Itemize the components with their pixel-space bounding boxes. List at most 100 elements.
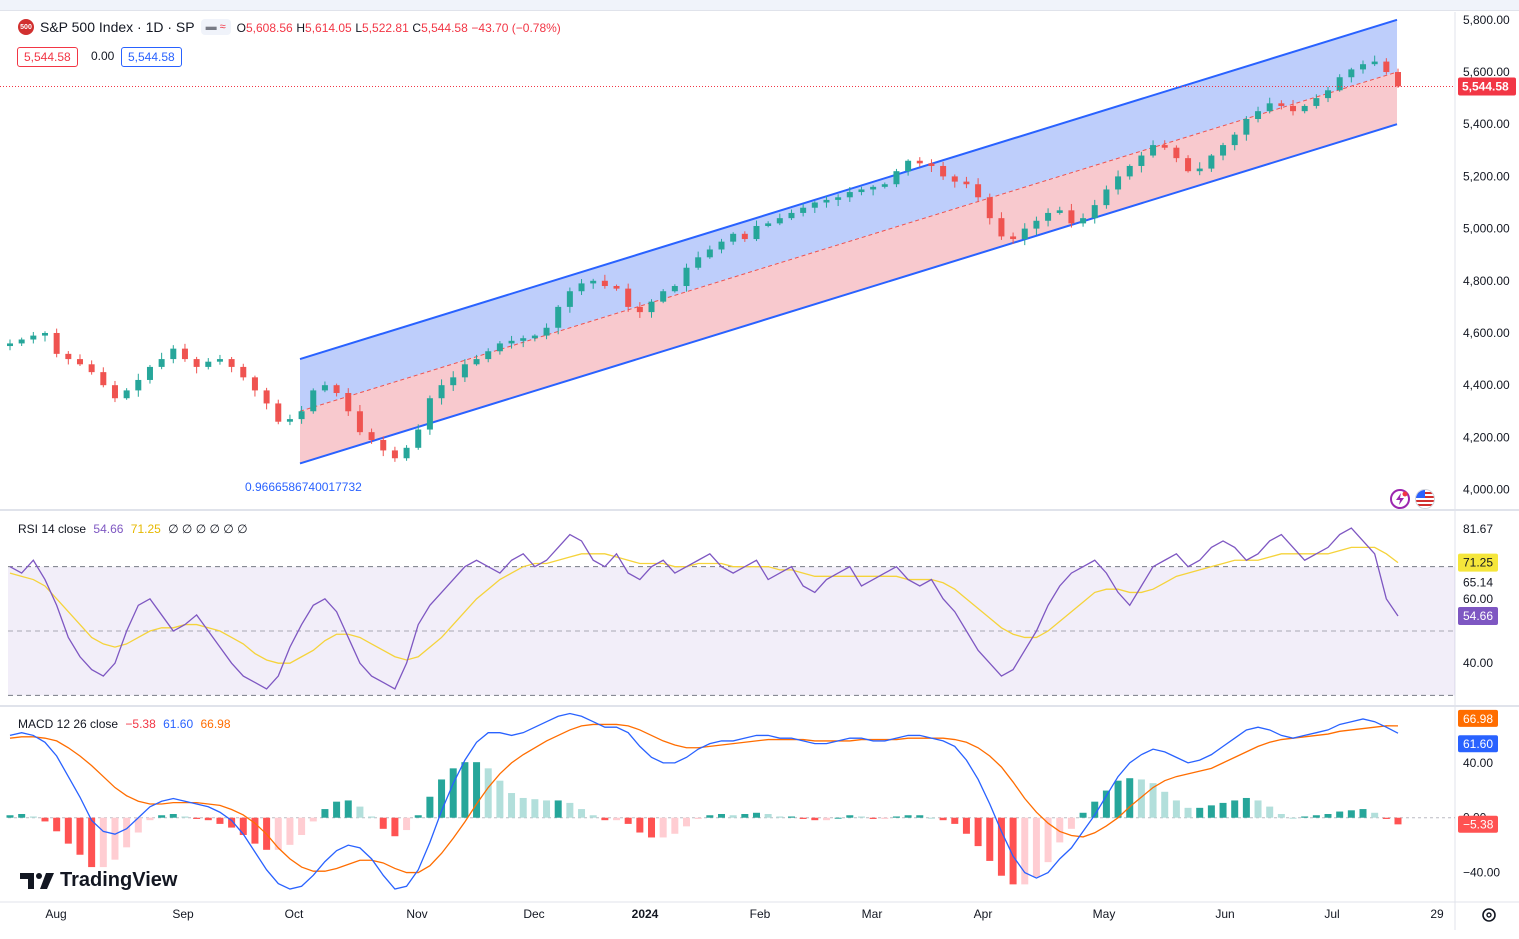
symbol-legend[interactable]: 500 S&P 500 Index · 1D · SP ▬ ≈ O5,608.56… bbox=[18, 19, 561, 35]
macd-histogram-bar bbox=[1161, 791, 1169, 818]
macd-histogram-bar bbox=[1114, 780, 1122, 818]
candle bbox=[963, 176, 970, 189]
candle-body bbox=[193, 359, 200, 367]
channel-lower-fill bbox=[300, 72, 1397, 464]
candle-body bbox=[146, 366, 153, 380]
rsi-title: RSI 14 close bbox=[18, 522, 87, 536]
candle-body bbox=[1068, 210, 1075, 224]
macd-legend[interactable]: MACD 12 26 close −5.38 61.60 66.98 bbox=[18, 717, 231, 731]
candle bbox=[648, 299, 655, 318]
candle-body bbox=[578, 283, 585, 292]
channel-lower-line bbox=[299, 123, 1398, 465]
macd-histogram-bar bbox=[927, 817, 935, 819]
macd-histogram-bar bbox=[204, 817, 212, 821]
candle-body bbox=[543, 327, 550, 336]
rsi-legend[interactable]: RSI 14 close 54.66 71.25 ∅ ∅ ∅ ∅ ∅ ∅ bbox=[18, 522, 248, 536]
candle-body bbox=[1336, 77, 1343, 91]
candle-body bbox=[1196, 168, 1203, 172]
macd-tick-label: 40.00 bbox=[1463, 756, 1493, 770]
macd-histogram-bar bbox=[239, 817, 247, 835]
candle-body bbox=[1325, 90, 1332, 99]
candle-body bbox=[438, 385, 445, 399]
candle-body bbox=[1360, 64, 1367, 70]
candle-body bbox=[1045, 212, 1052, 221]
candle-body bbox=[321, 385, 328, 391]
candle bbox=[520, 335, 527, 348]
candle-body bbox=[1150, 145, 1157, 156]
candle bbox=[741, 231, 748, 242]
candle-body bbox=[415, 429, 422, 448]
macd-histogram-bar bbox=[1021, 817, 1029, 885]
symbol-title[interactable]: S&P 500 Index · 1D · SP bbox=[40, 19, 195, 35]
time-tick-label: Sep bbox=[172, 907, 194, 921]
candle-body bbox=[601, 280, 608, 287]
candle-body bbox=[940, 165, 947, 177]
macd-histogram-bar bbox=[321, 809, 329, 818]
macd-histogram-bar bbox=[683, 817, 691, 827]
candle bbox=[998, 212, 1005, 240]
macd-histogram-bar bbox=[1277, 814, 1285, 818]
compare-pill[interactable]: ▬ ≈ bbox=[200, 19, 231, 35]
candle-body bbox=[893, 171, 900, 185]
candle-body bbox=[450, 377, 457, 386]
candle-body bbox=[461, 364, 468, 378]
candle bbox=[18, 337, 25, 347]
macd-histogram-bar bbox=[1207, 805, 1215, 818]
buy-price-box[interactable]: 5,544.58 bbox=[121, 47, 182, 67]
us-flag-icon[interactable] bbox=[1415, 489, 1435, 509]
candle-body bbox=[100, 372, 107, 386]
macd-histogram-bar bbox=[99, 817, 107, 868]
macd-histogram-bar bbox=[706, 815, 714, 818]
tradingview-logo[interactable]: TradingView bbox=[20, 869, 177, 892]
candle bbox=[566, 287, 573, 313]
macd-hist-axis-label: −5.38 bbox=[1463, 818, 1494, 832]
candle bbox=[660, 289, 667, 304]
spread-value: 0.00 bbox=[91, 49, 115, 63]
candle-body bbox=[1033, 220, 1040, 229]
candle-body bbox=[1185, 158, 1192, 172]
candle-body bbox=[310, 390, 317, 412]
lightning-icon[interactable] bbox=[1390, 489, 1410, 509]
candle-body bbox=[905, 160, 912, 172]
candle-body bbox=[695, 257, 702, 268]
macd-histogram-bar bbox=[1137, 779, 1145, 818]
candle bbox=[1336, 74, 1343, 92]
macd-histogram-bar bbox=[578, 809, 586, 818]
settings-gear-icon[interactable] bbox=[1480, 906, 1498, 924]
candle-body bbox=[240, 366, 247, 378]
macd-histogram-bar bbox=[904, 815, 912, 818]
candle bbox=[1348, 67, 1355, 83]
time-tick-label: May bbox=[1093, 907, 1116, 921]
candle-body bbox=[683, 267, 690, 287]
candle bbox=[718, 238, 725, 254]
candle-body bbox=[88, 364, 95, 373]
macd-histogram-bar bbox=[508, 793, 516, 818]
candle-body bbox=[718, 241, 725, 250]
macd-histogram-bar bbox=[822, 817, 830, 821]
candle-body bbox=[426, 398, 433, 430]
macd-histogram-bar bbox=[146, 817, 154, 821]
macd-histogram-bar bbox=[729, 815, 737, 818]
macd-histogram-bar bbox=[1091, 801, 1099, 818]
time-tick-label: Feb bbox=[750, 907, 771, 921]
candle-body bbox=[228, 359, 235, 367]
candle bbox=[286, 414, 293, 426]
candle bbox=[776, 213, 783, 226]
macd-histogram-bar bbox=[76, 817, 84, 855]
open-value: 5,608.56 bbox=[246, 20, 293, 35]
candle bbox=[1278, 100, 1285, 110]
rsi-ma-axis-label: 71.25 bbox=[1463, 556, 1493, 570]
candle bbox=[473, 354, 480, 366]
candle bbox=[380, 436, 387, 457]
macd-histogram-bar bbox=[566, 802, 574, 818]
macd-signal-axis-label: 66.98 bbox=[1463, 712, 1493, 726]
candle bbox=[1243, 116, 1250, 141]
rsi-axis-label: 54.66 bbox=[1463, 609, 1493, 623]
candle-body bbox=[613, 286, 620, 289]
price-tick-label: 4,400.00 bbox=[1463, 378, 1510, 392]
sell-price-box[interactable]: 5,544.58 bbox=[17, 47, 78, 67]
low-label: L bbox=[355, 20, 363, 35]
low-value: 5,522.81 bbox=[362, 20, 409, 35]
candle bbox=[88, 360, 95, 375]
